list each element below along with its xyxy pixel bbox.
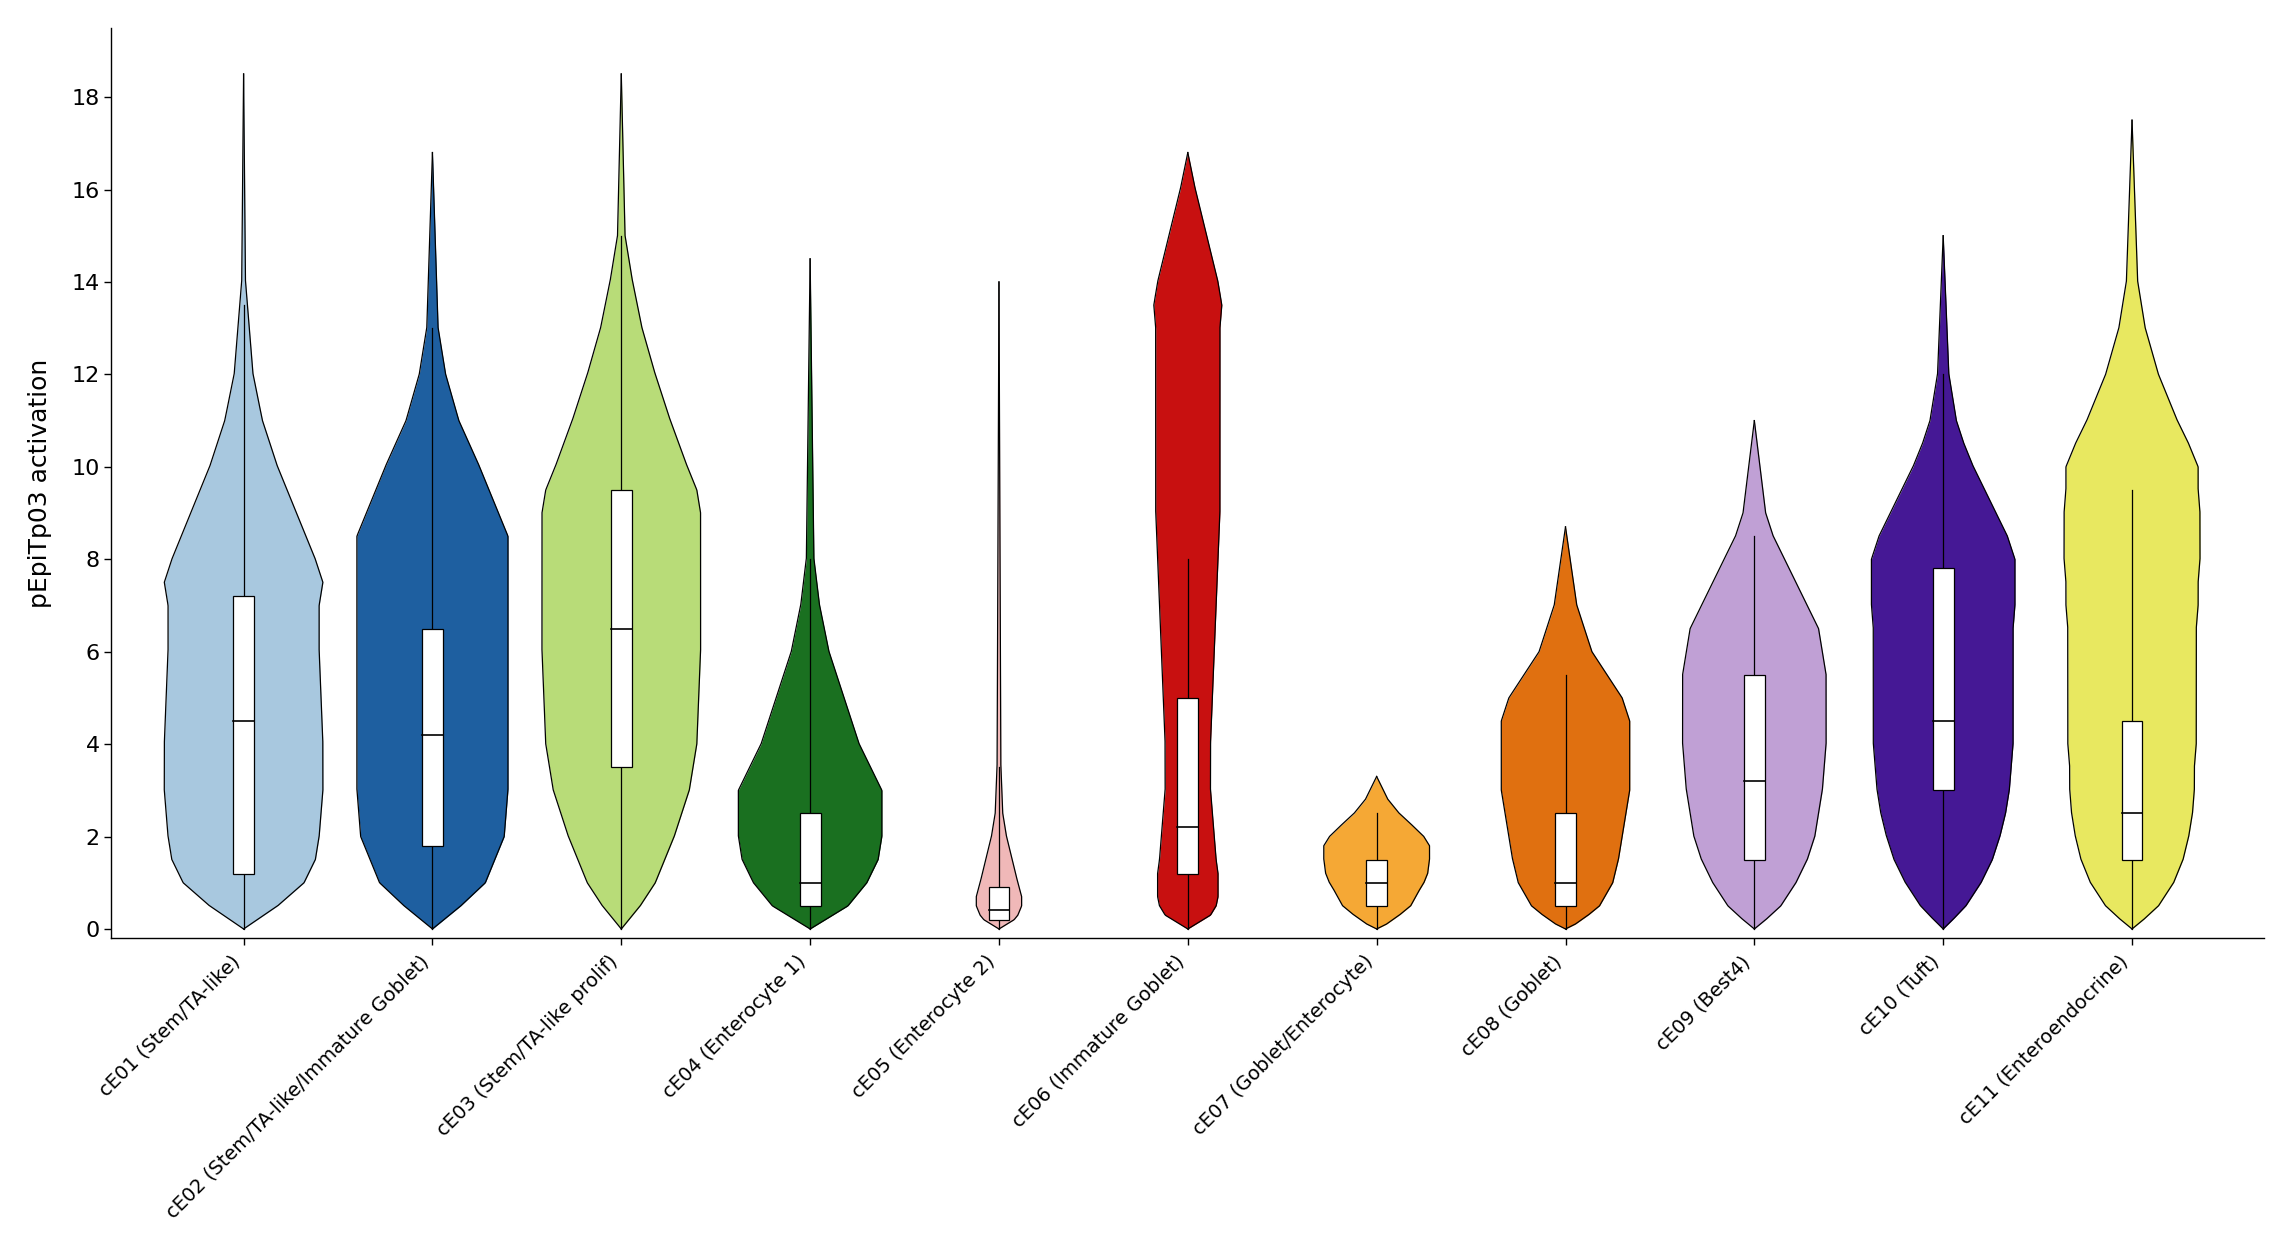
Bar [2122,721,2143,860]
Bar [612,490,633,768]
Bar [1554,814,1577,906]
Bar [422,629,442,846]
Y-axis label: pEpiTp03 activation: pEpiTp03 activation [28,359,53,608]
Bar [1744,675,1765,860]
Bar [234,596,254,874]
Bar [1932,569,1953,790]
Bar [1178,698,1199,874]
Bar [800,814,821,906]
Bar [988,888,1008,920]
Bar [1366,860,1387,906]
